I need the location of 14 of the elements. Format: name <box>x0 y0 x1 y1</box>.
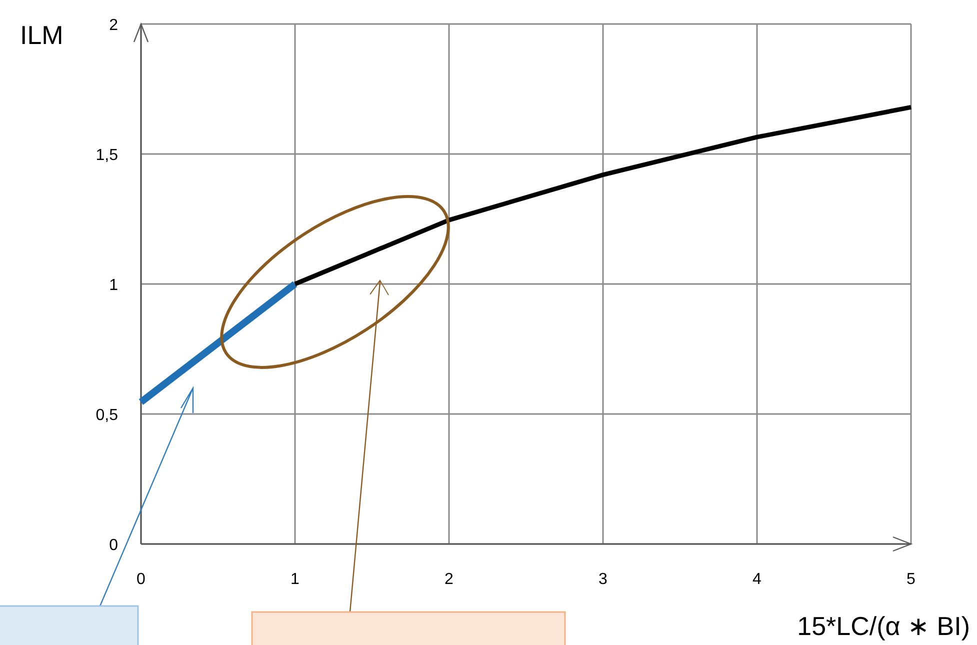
x-tick-label: 1 <box>290 571 300 588</box>
x-axis-title: 15*LC/(α ∗ BI) <box>797 611 970 641</box>
y-tick-label: 2 <box>109 17 118 34</box>
y-axis-title: ILM <box>20 20 64 50</box>
y-tick-label: 1,5 <box>96 147 118 164</box>
y-tick-label: 0 <box>109 537 118 554</box>
x-tick-label: 0 <box>136 571 146 588</box>
x-tick-label: 4 <box>752 571 762 588</box>
y-tick-label: 0,5 <box>96 407 118 424</box>
x-tick-label: 2 <box>444 571 454 588</box>
x-tick-label: 5 <box>906 571 916 588</box>
y-tick-label: 1 <box>109 277 118 294</box>
x-tick-label: 3 <box>598 571 608 588</box>
line-series <box>292 104 914 286</box>
